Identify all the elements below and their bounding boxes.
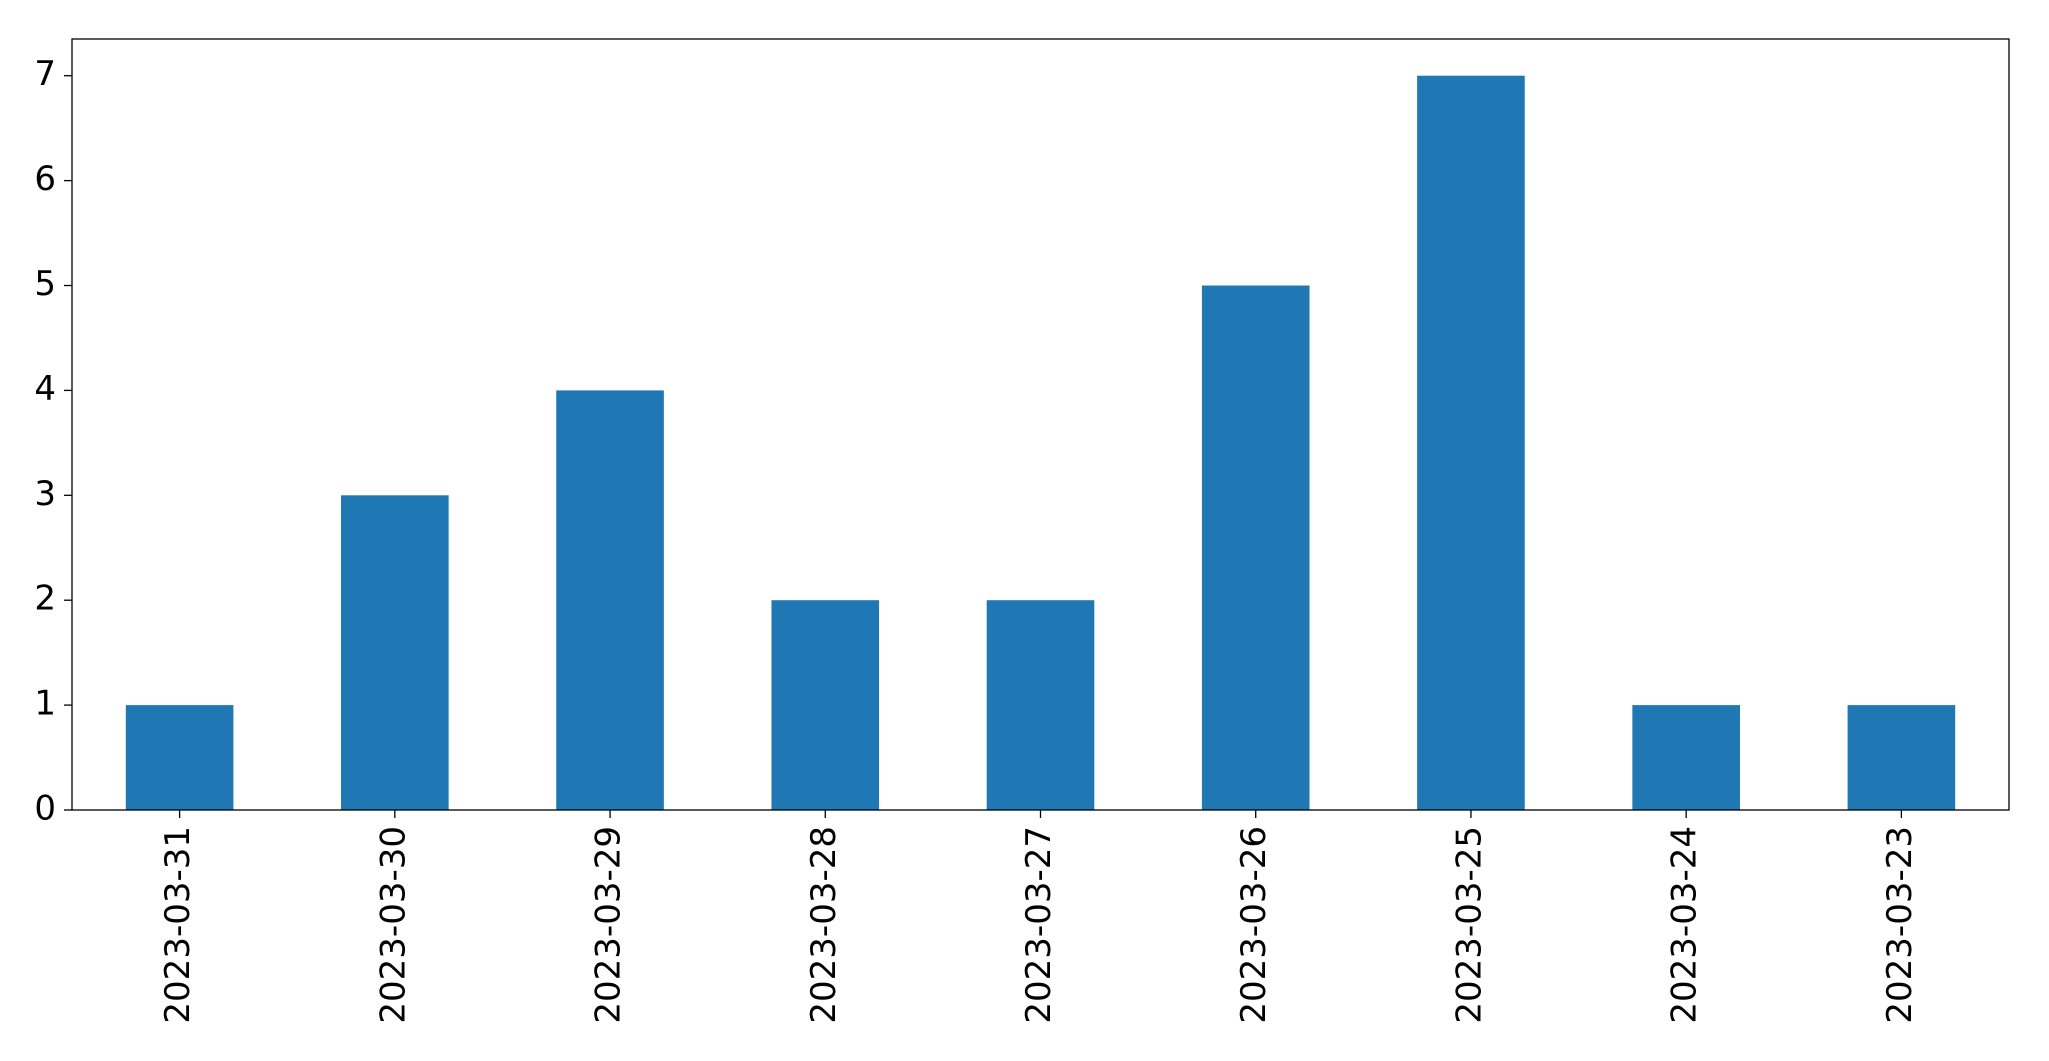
bar — [1847, 705, 1956, 810]
plot-frame — [71, 38, 2010, 811]
y-tick-label: 4 — [34, 369, 56, 409]
y-tick-label: 1 — [34, 684, 56, 724]
bar — [1632, 705, 1740, 810]
bar — [771, 600, 880, 810]
y-tick-label: 6 — [34, 159, 56, 199]
y-tick-label: 2 — [34, 579, 56, 619]
y-tick-label: 3 — [34, 474, 56, 514]
x-tick-label: 2023-03-24 — [1665, 826, 1705, 1024]
bar — [341, 495, 449, 810]
y-tick-label: 7 — [34, 54, 56, 94]
bar — [1417, 75, 1525, 810]
bar — [125, 705, 234, 810]
x-tick-label: 2023-03-28 — [804, 826, 844, 1024]
x-tick-label: 2023-03-29 — [589, 826, 629, 1024]
bar — [556, 390, 664, 810]
x-tick-label: 2023-03-27 — [1019, 826, 1059, 1024]
x-tick-label: 2023-03-26 — [1234, 826, 1274, 1024]
y-tick-label: 5 — [34, 264, 56, 304]
bar — [1201, 285, 1310, 810]
y-tick-label: 0 — [34, 789, 56, 829]
bar — [986, 600, 1095, 810]
x-tick-label: 2023-03-31 — [158, 826, 198, 1024]
x-tick-label: 2023-03-30 — [373, 826, 413, 1024]
x-tick-label: 2023-03-25 — [1449, 826, 1489, 1024]
x-tick-label: 2023-03-23 — [1880, 826, 1920, 1024]
